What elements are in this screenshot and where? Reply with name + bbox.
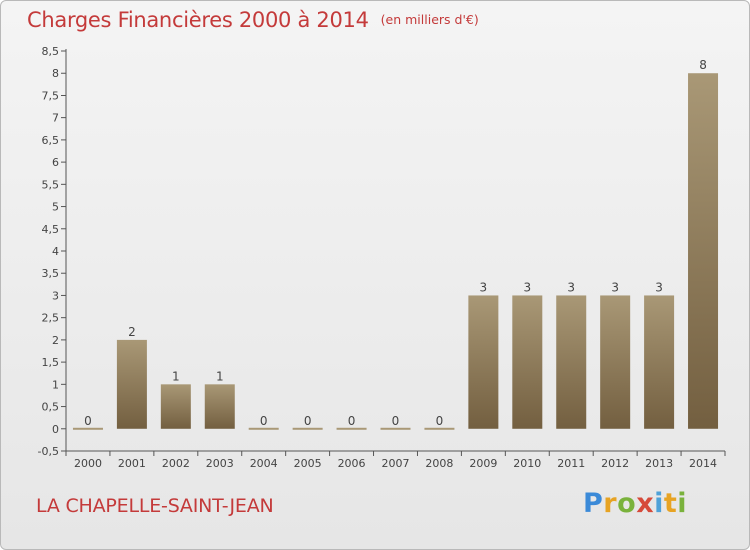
y-tick-label: 8,5 bbox=[42, 45, 60, 58]
logo-letter: r bbox=[603, 488, 618, 519]
y-tick-label: 4,5 bbox=[42, 223, 60, 236]
data-label: 0 bbox=[84, 414, 92, 428]
y-tick-label: 1,5 bbox=[42, 356, 60, 369]
data-label: 1 bbox=[216, 369, 224, 383]
data-label: 2 bbox=[128, 325, 136, 339]
data-label: 8 bbox=[699, 58, 707, 72]
x-tick-label: 2008 bbox=[425, 457, 453, 470]
y-tick-label: 2,5 bbox=[42, 312, 60, 325]
chart-title-text: Charges Financières 2000 à 2014 bbox=[27, 8, 369, 32]
x-tick-label: 2004 bbox=[250, 457, 278, 470]
x-tick-label: 2003 bbox=[206, 457, 234, 470]
y-tick-label: 3 bbox=[52, 289, 59, 302]
logo-letter: t bbox=[663, 488, 678, 519]
x-tick-label: 2012 bbox=[601, 457, 629, 470]
bar bbox=[336, 427, 367, 430]
logo-letter: x bbox=[636, 488, 655, 519]
y-tick-label: 6,5 bbox=[42, 134, 60, 147]
x-tick-label: 2010 bbox=[513, 457, 541, 470]
bar bbox=[380, 427, 411, 430]
x-tick-label: 2014 bbox=[689, 457, 717, 470]
bar bbox=[160, 384, 191, 429]
y-tick-label: 3,5 bbox=[42, 267, 60, 280]
y-tick-label: 7 bbox=[52, 112, 59, 125]
bar bbox=[600, 295, 631, 429]
data-label: 3 bbox=[567, 280, 575, 294]
y-tick-label: 1 bbox=[52, 378, 59, 391]
data-label: 0 bbox=[260, 414, 268, 428]
bars: 0 2 1 1 0 0 0 0 0 3 3 3 3 3 8 bbox=[72, 58, 719, 430]
bar bbox=[116, 339, 147, 429]
bar bbox=[292, 427, 323, 430]
bar bbox=[424, 427, 455, 430]
bar bbox=[468, 295, 499, 429]
data-label: 0 bbox=[348, 414, 356, 428]
logo-letter: i bbox=[654, 488, 664, 519]
x-tick-label: 2000 bbox=[74, 457, 102, 470]
y-tick-label: 6 bbox=[52, 156, 59, 169]
data-label: 0 bbox=[392, 414, 400, 428]
x-tick-label: 2002 bbox=[162, 457, 190, 470]
y-tick-label: 5,5 bbox=[42, 178, 60, 191]
data-label: 3 bbox=[655, 280, 663, 294]
chart-title: Charges Financières 2000 à 2014 (en milli… bbox=[27, 8, 479, 32]
logo-letter: i bbox=[677, 488, 688, 519]
x-tick-label: 2011 bbox=[557, 457, 585, 470]
y-tick-label: 8 bbox=[52, 67, 59, 80]
bar bbox=[204, 384, 235, 429]
bar bbox=[512, 295, 543, 429]
x-tick-label: 2013 bbox=[645, 457, 673, 470]
place-name: LA CHAPELLE-SAINT-JEAN bbox=[36, 495, 274, 517]
data-label: 1 bbox=[172, 369, 180, 383]
x-axis-ticks: 2000 2001 2002 2003 2004 2005 2006 2007 2008 2009… bbox=[65, 451, 726, 470]
bar bbox=[556, 295, 587, 429]
y-tick-label: 2 bbox=[52, 334, 59, 347]
logo-letter: o bbox=[617, 488, 637, 519]
bar bbox=[688, 73, 719, 429]
data-label: 0 bbox=[436, 414, 444, 428]
y-tick-label: 0 bbox=[52, 423, 59, 436]
y-tick-label: 5 bbox=[52, 201, 59, 214]
data-label: 3 bbox=[523, 280, 531, 294]
x-tick-label: 2006 bbox=[338, 457, 366, 470]
logo-letter: P bbox=[583, 488, 604, 519]
x-tick-label: 2005 bbox=[294, 457, 322, 470]
y-tick-label: 0,5 bbox=[42, 401, 60, 414]
chart-subtitle: (en milliers d'€) bbox=[380, 12, 479, 27]
x-tick-label: 2009 bbox=[469, 457, 497, 470]
y-axis-ticks: -0,5 0 0,5 1 1,5 2 2,5 3 3,5 4 4,5 5 5,5 6 6,5 7 7,5 8 8,5 bbox=[38, 45, 66, 458]
y-tick-label: 4 bbox=[52, 245, 59, 258]
data-label: 3 bbox=[611, 280, 619, 294]
y-tick-label: -0,5 bbox=[38, 445, 59, 458]
bar bbox=[248, 427, 279, 430]
x-tick-label: 2007 bbox=[382, 457, 410, 470]
data-label: 3 bbox=[480, 280, 488, 294]
y-tick-label: 7,5 bbox=[42, 89, 60, 102]
proxiti-logo: Proxiti bbox=[583, 488, 687, 519]
data-label: 0 bbox=[304, 414, 312, 428]
bar bbox=[644, 295, 675, 429]
bar bbox=[72, 427, 103, 430]
x-tick-label: 2001 bbox=[118, 457, 146, 470]
